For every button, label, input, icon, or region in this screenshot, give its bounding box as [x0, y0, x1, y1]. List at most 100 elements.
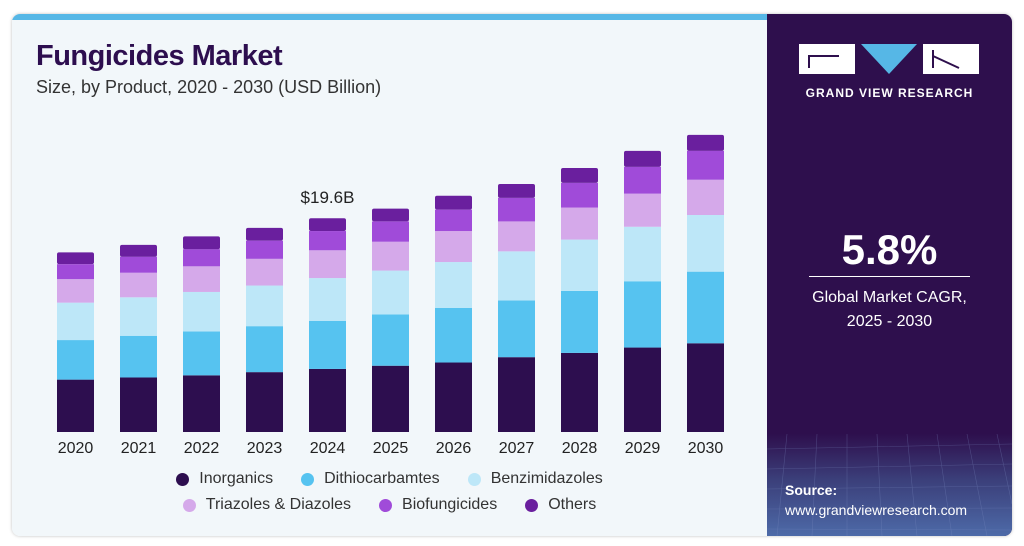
legend-item: Benzimidazoles: [467, 470, 603, 488]
bar-segment-2023-2: [246, 285, 283, 327]
bar-segment-2025-4: [372, 221, 409, 242]
legend-item: Biofungicides: [379, 496, 497, 514]
bar-segment-2030-4: [687, 150, 724, 180]
legend-row: Inorganics Dithiocarbamtes Benzimidazoles: [12, 470, 767, 488]
bar-segment-2023-0: [246, 372, 283, 432]
cagr-divider: [809, 276, 970, 277]
x-tick-label: 2022: [184, 440, 220, 457]
x-tick-label: 2030: [688, 440, 724, 457]
bar-segment-2028-5: [561, 167, 598, 183]
cagr-label-line1: Global Market CAGR,: [812, 289, 967, 306]
x-tick-label: 2027: [499, 440, 535, 457]
legend-swatch: [301, 472, 315, 486]
legend-swatch: [176, 472, 190, 486]
decorative-grid: [767, 434, 1012, 536]
legend-item: Inorganics: [176, 470, 273, 488]
bar-segment-2021-2: [120, 297, 157, 336]
summary-panel: GRAND VIEW RESEARCH 5.8% Global Market C…: [767, 14, 1012, 536]
bar-segment-2027-4: [498, 197, 535, 222]
bar-segment-2028-2: [561, 239, 598, 291]
bar-segment-2024-3: [309, 250, 346, 279]
bar-segment-2028-3: [561, 207, 598, 240]
legend-label: Benzimidazoles: [490, 470, 603, 487]
bar-segment-2023-4: [246, 240, 283, 259]
bar-segment-2023-5: [246, 227, 283, 241]
data-label-annotation: $19.6B: [301, 188, 355, 207]
bar-segment-2024-1: [309, 320, 346, 369]
legend-label: Dithiocarbamtes: [324, 470, 440, 487]
bar-segment-2030-5: [687, 134, 724, 151]
source-block: Source: www.grandviewresearch.com: [785, 480, 967, 520]
bar-segment-2022-5: [183, 236, 220, 250]
bar-segment-2027-2: [498, 251, 535, 301]
bar-segment-2022-4: [183, 249, 220, 267]
bar-segment-2028-1: [561, 290, 598, 353]
legend-swatch: [467, 472, 481, 486]
legend-item: Others: [525, 496, 596, 514]
bar-segment-2025-1: [372, 314, 409, 366]
bar-segment-2030-3: [687, 179, 724, 215]
bar-segment-2029-4: [624, 166, 661, 194]
stacked-bar-chart: 2020 2021 2022 2023 2024 $19.6B 2025 2026 2027 20…: [57, 134, 724, 457]
bar-segment-2023-1: [246, 326, 283, 373]
bar-segment-2024-5: [309, 218, 346, 232]
bar-segment-2025-3: [372, 241, 409, 271]
bar-segment-2022-2: [183, 291, 220, 332]
infographic-card: Fungicides Market Size, by Product, 2020…: [12, 14, 1012, 536]
x-tick-label: 2020: [58, 440, 94, 457]
bar-segment-2027-5: [498, 184, 535, 198]
bar-segment-2020-2: [57, 302, 94, 341]
bar-segment-2021-5: [120, 244, 157, 257]
source-label: Source:: [785, 482, 838, 498]
bar-segment-2027-1: [498, 300, 535, 358]
bar-segment-2020-3: [57, 279, 94, 303]
brand-name: GRAND VIEW RESEARCH: [805, 86, 974, 100]
bar-segment-2029-2: [624, 226, 661, 282]
bar-segment-2025-2: [372, 270, 409, 315]
bar-segment-2026-4: [435, 209, 472, 232]
bar-segment-2021-1: [120, 335, 157, 378]
bar-segment-2027-0: [498, 357, 535, 432]
bar-segment-2024-0: [309, 368, 346, 432]
x-tick-label: 2026: [436, 440, 472, 457]
cagr-label: Global Market CAGR, 2025 - 2030: [767, 286, 1012, 334]
legend-label: Inorganics: [199, 470, 274, 487]
bar-segment-2030-0: [687, 343, 724, 432]
bar-segment-2022-1: [183, 331, 220, 376]
source-url: www.grandviewresearch.com: [785, 502, 968, 518]
legend-item: Dithiocarbamtes: [301, 470, 440, 488]
bar-segment-2026-2: [435, 262, 472, 308]
bar-segment-2026-0: [435, 362, 472, 432]
x-tick-label: 2028: [562, 440, 598, 457]
bar-segment-2020-5: [57, 252, 94, 265]
chart-subtitle: Size, by Product, 2020 - 2030 (USD Billi…: [36, 77, 382, 97]
bar-segment-2020-4: [57, 264, 94, 280]
legend-row: Triazoles & Diazoles Biofungicides Others: [12, 496, 767, 514]
x-tick-label: 2021: [121, 440, 157, 457]
bar-segment-2022-0: [183, 375, 220, 432]
bar-segment-2029-5: [624, 150, 661, 167]
legend-item: Triazoles & Diazoles: [182, 496, 351, 514]
bar-segment-2026-1: [435, 308, 472, 363]
bar-segment-2029-3: [624, 193, 661, 227]
cagr-label-line2: 2025 - 2030: [846, 313, 933, 330]
legend-swatch: [182, 498, 196, 512]
bar-segment-2024-4: [309, 231, 346, 251]
bar-segment-2024-2: [309, 278, 346, 321]
accent-bar: [12, 14, 767, 20]
bar-segment-2026-3: [435, 231, 472, 263]
x-tick-label: 2029: [625, 440, 661, 457]
x-tick-label: 2024: [310, 440, 346, 457]
legend-label: Others: [548, 496, 597, 513]
legend-label: Biofungicides: [402, 496, 498, 513]
bar-segment-2028-0: [561, 352, 598, 432]
bar-segment-2022-3: [183, 266, 220, 292]
x-tick-label: 2023: [247, 440, 283, 457]
cagr-value: 5.8%: [841, 226, 938, 273]
bar-segment-2030-1: [687, 271, 724, 344]
chart-panel: Fungicides Market Size, by Product, 2020…: [12, 14, 767, 536]
bar-segment-2025-0: [372, 365, 409, 432]
bar-segment-2020-0: [57, 379, 94, 432]
logo-icon: [799, 44, 979, 74]
bar-segment-2021-4: [120, 256, 157, 273]
